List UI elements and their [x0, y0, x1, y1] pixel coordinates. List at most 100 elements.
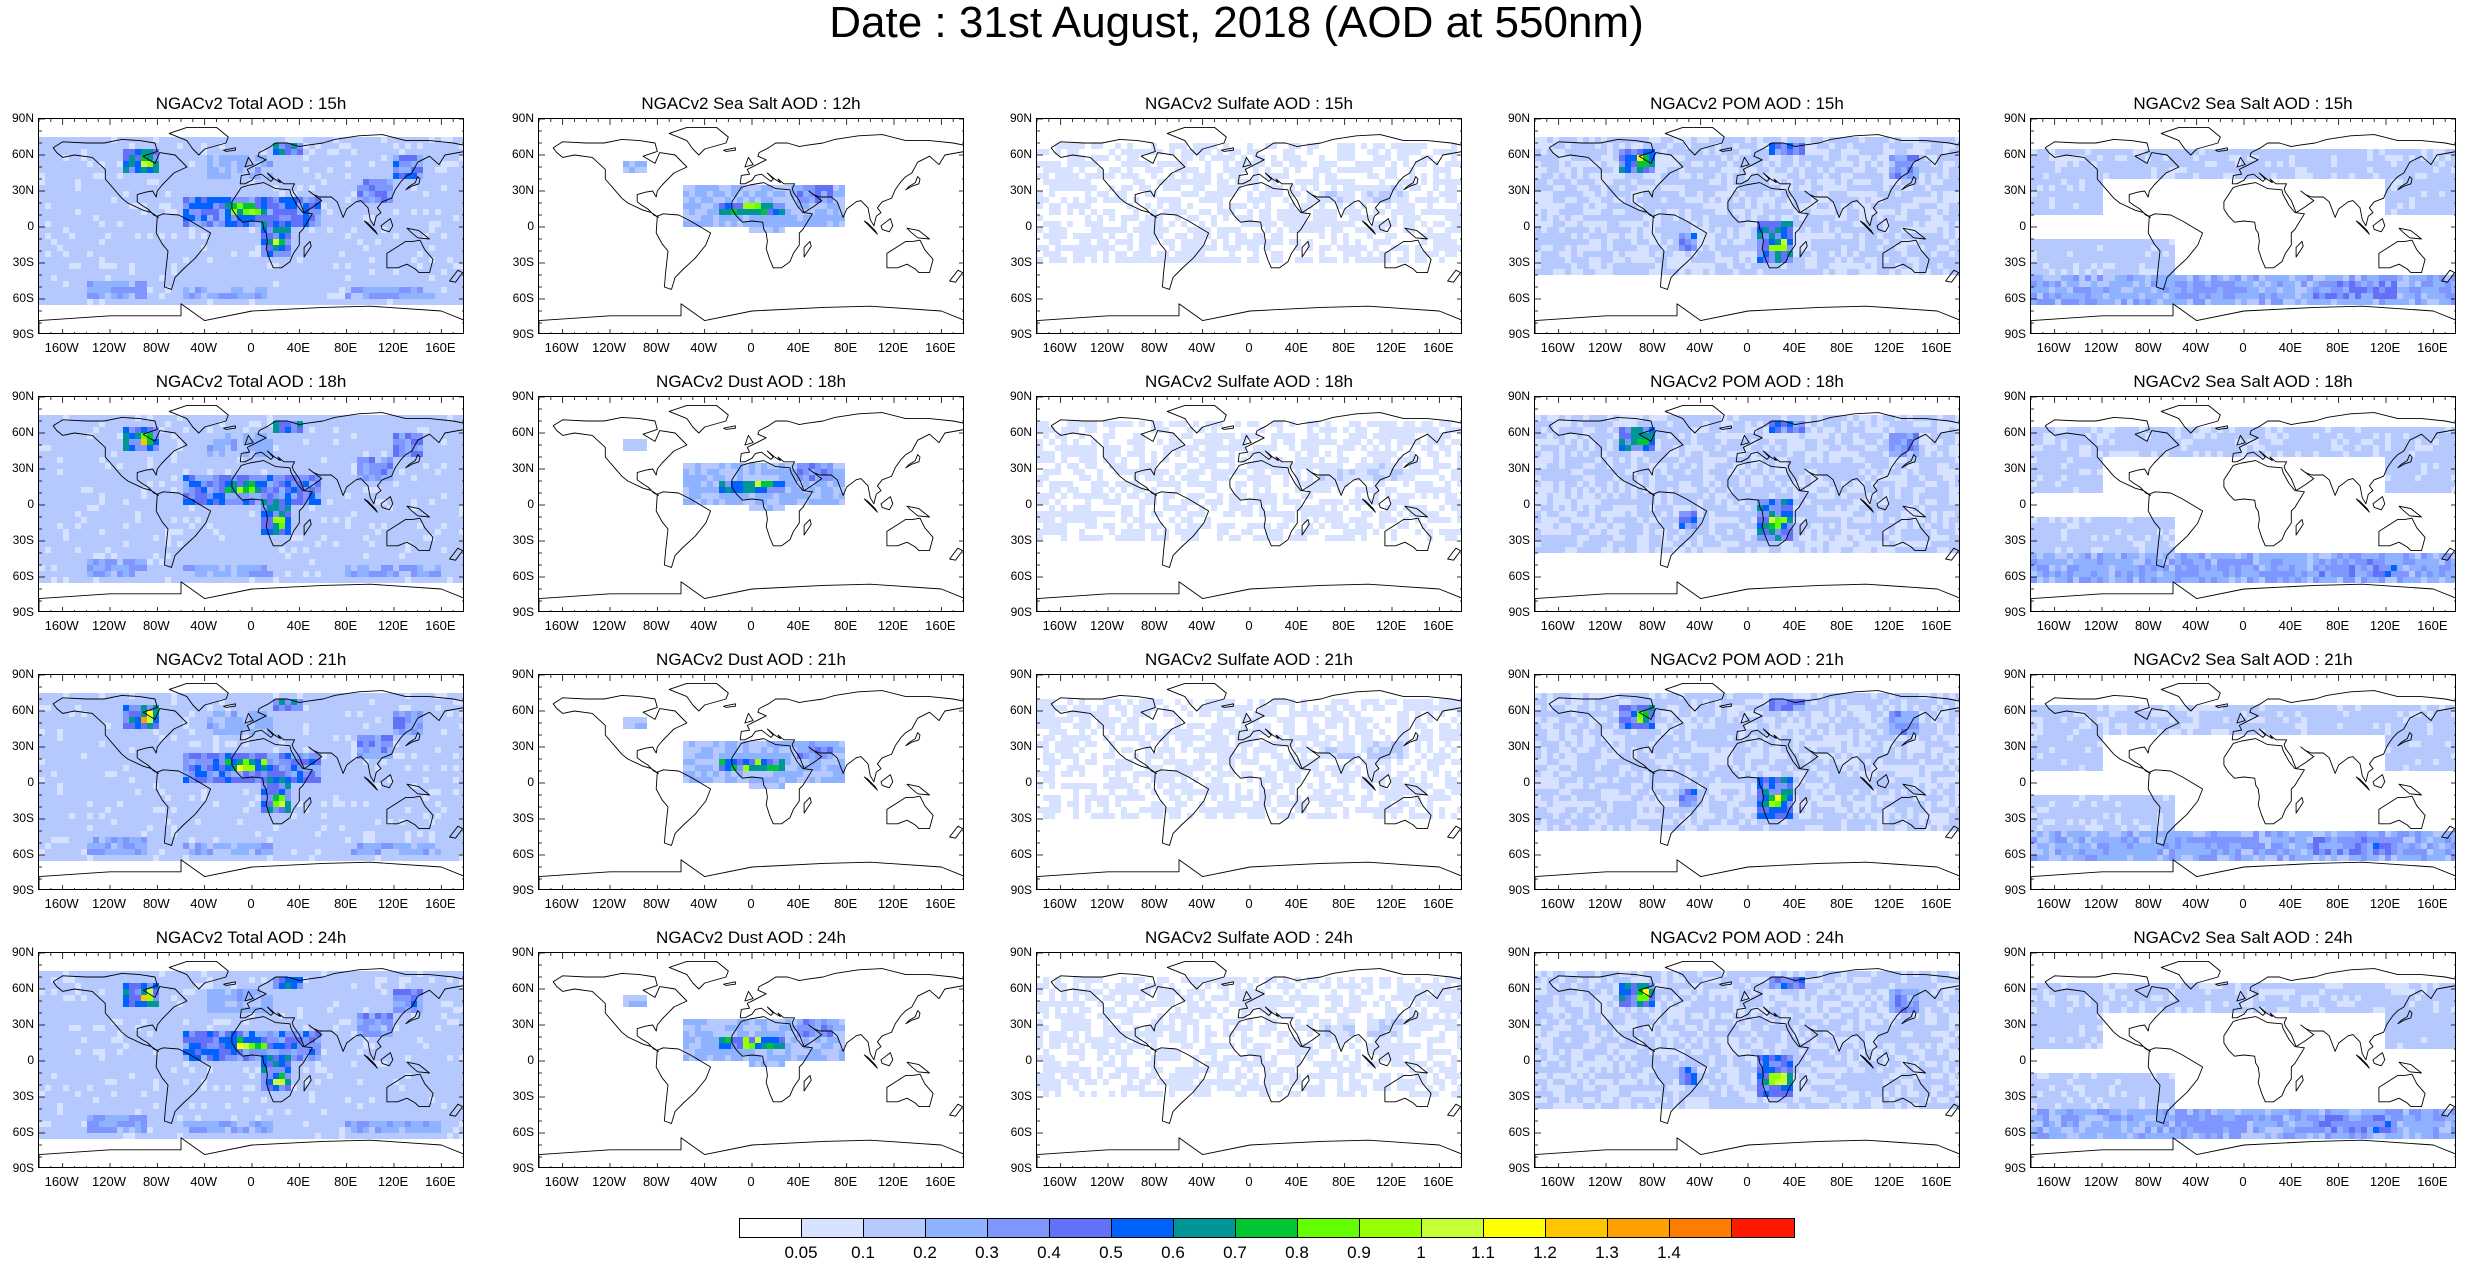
map-svg	[39, 397, 464, 612]
lon-tick-label: 40W	[181, 619, 227, 633]
colorbar-swatch	[1732, 1219, 1794, 1237]
lon-tick-label: 40E	[775, 619, 821, 633]
colorbar-swatch	[1360, 1219, 1422, 1237]
lat-tick-label: 30S	[4, 812, 34, 824]
world-map	[38, 118, 464, 334]
lat-tick-label: 90N	[1996, 390, 2026, 402]
lon-tick-label: 40W	[181, 341, 227, 355]
lat-tick-label: 0	[504, 220, 534, 232]
lon-tick-label: 40E	[775, 1175, 821, 1189]
lon-tick-label: 80W	[2125, 1175, 2171, 1189]
lon-tick-label: 80E	[823, 897, 869, 911]
lat-tick-label: 90N	[504, 112, 534, 124]
lon-tick-label: 0	[1724, 897, 1770, 911]
lon-tick-label: 80E	[1819, 1175, 1865, 1189]
world-map	[1036, 118, 1462, 334]
lon-tick-label: 80W	[1629, 1175, 1675, 1189]
lat-tick-label: 0	[1002, 498, 1032, 510]
lat-tick-label: 60N	[1500, 148, 1530, 160]
colorbar-label: 0.2	[900, 1244, 950, 1262]
colorbar-label: 0.9	[1334, 1244, 1384, 1262]
colorbar-swatch	[1484, 1219, 1546, 1237]
lat-tick-label: 90S	[1996, 884, 2026, 896]
lat-tick-label: 90N	[1002, 112, 1032, 124]
lon-tick-label: 40E	[2267, 619, 2313, 633]
lat-tick-label: 30N	[1002, 1018, 1032, 1030]
lon-tick-label: 120W	[1084, 341, 1130, 355]
lat-tick-label: 30S	[504, 256, 534, 268]
lat-tick-label: 60S	[4, 292, 34, 304]
panel-title: NGACv2 Dust AOD : 21h	[538, 650, 964, 670]
lon-tick-label: 160W	[1535, 1175, 1581, 1189]
lat-tick-label: 60N	[1500, 426, 1530, 438]
lon-tick-label: 160E	[1913, 897, 1959, 911]
panel-title: NGACv2 Total AOD : 24h	[38, 928, 464, 948]
lon-tick-label: 160E	[2409, 341, 2455, 355]
map-svg	[1037, 953, 1462, 1168]
lon-tick-label: 160E	[1913, 341, 1959, 355]
lon-tick-label: 160W	[39, 1175, 85, 1189]
lat-tick-label: 90N	[1996, 668, 2026, 680]
lat-tick-label: 60N	[1500, 982, 1530, 994]
colorbar-swatch	[1112, 1219, 1174, 1237]
lon-tick-label: 160E	[1415, 1175, 1461, 1189]
lat-tick-label: 90N	[1002, 946, 1032, 958]
lon-tick-label: 120W	[586, 897, 632, 911]
lon-tick-label: 120W	[586, 341, 632, 355]
lon-tick-label: 40E	[1771, 897, 1817, 911]
lat-tick-label: 30S	[504, 1090, 534, 1102]
lon-tick-label: 80W	[633, 341, 679, 355]
lat-tick-label: 90S	[4, 1162, 34, 1174]
lat-tick-label: 0	[4, 1054, 34, 1066]
lon-tick-label: 120E	[1368, 341, 1414, 355]
lon-tick-label: 80W	[133, 341, 179, 355]
lat-tick-label: 90S	[504, 884, 534, 896]
lon-tick-label: 160E	[917, 897, 963, 911]
lon-tick-label: 160W	[1535, 619, 1581, 633]
world-map	[2030, 674, 2456, 890]
lat-tick-label: 90N	[4, 946, 34, 958]
lon-tick-label: 120E	[870, 1175, 916, 1189]
lat-tick-label: 90N	[504, 390, 534, 402]
lat-tick-label: 60S	[1002, 292, 1032, 304]
lat-tick-label: 90N	[504, 668, 534, 680]
panel-title: NGACv2 Sea Salt AOD : 24h	[2030, 928, 2456, 948]
lat-tick-label: 90S	[4, 606, 34, 618]
lat-tick-label: 0	[4, 498, 34, 510]
lon-tick-label: 80E	[1819, 619, 1865, 633]
lat-tick-label: 60N	[4, 148, 34, 160]
lon-tick-label: 160W	[39, 341, 85, 355]
lat-tick-label: 30S	[1500, 534, 1530, 546]
lon-tick-label: 80E	[2315, 897, 2361, 911]
aod-field	[1535, 415, 1960, 553]
lon-tick-label: 160W	[539, 341, 585, 355]
lon-tick-label: 0	[228, 341, 274, 355]
lat-tick-label: 60S	[1996, 570, 2026, 582]
lat-tick-label: 60S	[4, 848, 34, 860]
lon-tick-label: 0	[228, 1175, 274, 1189]
lat-tick-label: 30N	[1996, 184, 2026, 196]
lat-tick-label: 30N	[1996, 740, 2026, 752]
map-svg	[539, 675, 964, 890]
lat-tick-label: 60S	[504, 292, 534, 304]
lat-tick-label: 30S	[1500, 812, 1530, 824]
lat-tick-label: 90S	[504, 1162, 534, 1174]
lat-tick-label: 30S	[4, 256, 34, 268]
lat-tick-label: 90S	[1002, 1162, 1032, 1174]
lon-tick-label: 0	[1724, 1175, 1770, 1189]
lon-tick-label: 120E	[1368, 897, 1414, 911]
lat-tick-label: 90N	[4, 668, 34, 680]
panel-title: NGACv2 Sea Salt AOD : 15h	[2030, 94, 2456, 114]
lon-tick-label: 160W	[539, 1175, 585, 1189]
lat-tick-label: 60S	[504, 848, 534, 860]
lon-tick-label: 0	[2220, 1175, 2266, 1189]
lon-tick-label: 80W	[133, 619, 179, 633]
lon-tick-label: 40E	[1771, 1175, 1817, 1189]
colorbar-label: 1.3	[1582, 1244, 1632, 1262]
